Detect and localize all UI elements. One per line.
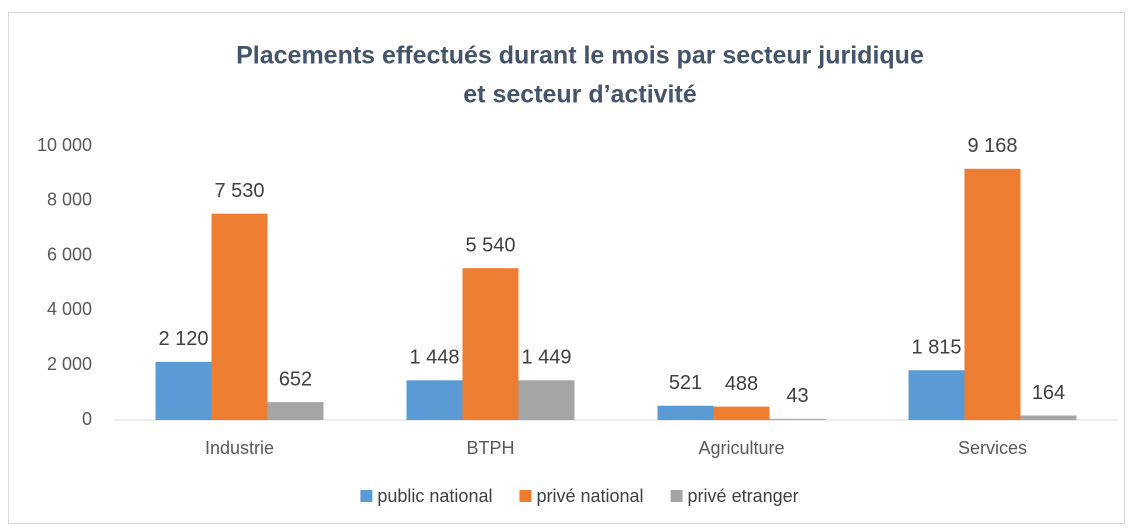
value-label: 5 540: [465, 234, 515, 256]
value-label: 164: [1032, 382, 1065, 404]
y-tick-label: 10 000: [37, 135, 92, 155]
bar: [462, 268, 519, 420]
legend-swatch: [360, 490, 373, 502]
y-tick-label: 6 000: [47, 244, 92, 264]
bar: [769, 418, 826, 420]
value-label: 9 168: [967, 135, 1017, 157]
legend-label: public national: [377, 486, 492, 506]
chart-border: [8, 12, 1125, 524]
x-tick-label: Services: [958, 438, 1027, 458]
bar: [267, 402, 324, 420]
bar: [518, 380, 575, 420]
x-tick-label: Agriculture: [698, 438, 784, 458]
x-tick-label: Industrie: [205, 438, 274, 458]
bar: [406, 380, 463, 420]
y-tick-label: 2 000: [47, 354, 92, 374]
value-label: 652: [279, 368, 312, 390]
legend-swatch: [670, 490, 683, 502]
value-label: 521: [669, 372, 702, 394]
legend-label: privé etranger: [688, 486, 799, 506]
value-label: 1 815: [911, 337, 961, 359]
value-label: 43: [786, 385, 808, 407]
bar: [657, 405, 714, 420]
value-label: 2 120: [158, 328, 208, 350]
value-label: 7 530: [214, 180, 264, 202]
value-label: 1 448: [409, 347, 459, 369]
y-tick-label: 4 000: [47, 299, 92, 319]
y-tick-label: 8 000: [47, 190, 92, 210]
legend-label: privé national: [536, 486, 643, 506]
value-label: 1 449: [521, 347, 571, 369]
bar: [964, 168, 1021, 420]
x-tick-label: BTPH: [466, 438, 514, 458]
value-label: 488: [725, 373, 758, 395]
chart-title: Placements effectués durant le mois par …: [236, 42, 924, 70]
bar: [713, 406, 770, 420]
bar: [155, 361, 212, 420]
bar: [1020, 415, 1077, 420]
chart-title: et secteur d’activité: [463, 81, 697, 109]
bar: [211, 213, 268, 420]
bar: [908, 370, 965, 420]
legend-swatch: [519, 490, 532, 502]
y-tick-label: 0: [82, 409, 92, 429]
